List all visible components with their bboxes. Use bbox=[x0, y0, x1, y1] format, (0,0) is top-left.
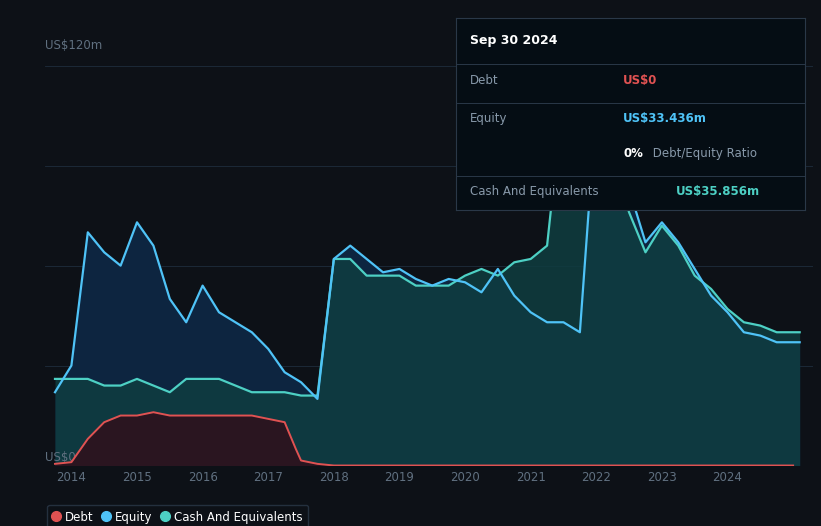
Text: Equity: Equity bbox=[470, 113, 507, 126]
Text: Debt/Equity Ratio: Debt/Equity Ratio bbox=[649, 147, 757, 160]
Text: US$35.856m: US$35.856m bbox=[676, 186, 759, 198]
Text: Sep 30 2024: Sep 30 2024 bbox=[470, 34, 557, 47]
Legend: Debt, Equity, Cash And Equivalents: Debt, Equity, Cash And Equivalents bbox=[48, 505, 308, 526]
Text: US$0: US$0 bbox=[45, 450, 76, 463]
Text: US$33.436m: US$33.436m bbox=[623, 113, 707, 126]
Text: US$120m: US$120m bbox=[45, 39, 103, 52]
Text: US$0: US$0 bbox=[623, 74, 658, 87]
Text: Debt: Debt bbox=[470, 74, 498, 87]
Text: Cash And Equivalents: Cash And Equivalents bbox=[470, 186, 599, 198]
Text: 0%: 0% bbox=[623, 147, 643, 160]
